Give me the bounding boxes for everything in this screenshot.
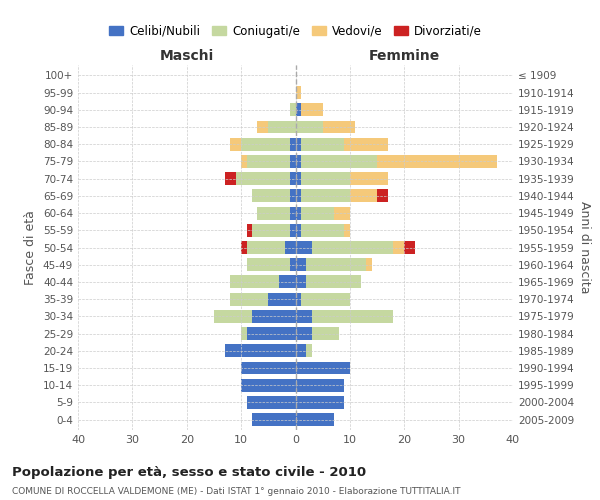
- Bar: [312, 310, 394, 323]
- Bar: [241, 155, 247, 168]
- Bar: [296, 292, 301, 306]
- Bar: [296, 190, 301, 202]
- Bar: [296, 155, 301, 168]
- Bar: [247, 155, 290, 168]
- Bar: [296, 396, 344, 409]
- Bar: [247, 396, 296, 409]
- Bar: [268, 292, 296, 306]
- Bar: [301, 190, 350, 202]
- Bar: [334, 206, 350, 220]
- Y-axis label: Anni di nascita: Anni di nascita: [578, 201, 591, 294]
- Bar: [296, 258, 307, 271]
- Bar: [241, 327, 247, 340]
- Bar: [290, 172, 296, 185]
- Bar: [225, 344, 296, 358]
- Bar: [247, 224, 252, 236]
- Bar: [257, 206, 290, 220]
- Bar: [301, 224, 344, 236]
- Bar: [252, 413, 296, 426]
- Bar: [296, 327, 312, 340]
- Bar: [312, 327, 339, 340]
- Y-axis label: Fasce di età: Fasce di età: [25, 210, 37, 285]
- Bar: [252, 310, 296, 323]
- Bar: [377, 190, 388, 202]
- Bar: [268, 120, 296, 134]
- Bar: [241, 138, 290, 150]
- Legend: Celibi/Nubili, Coniugati/e, Vedovi/e, Divorziati/e: Celibi/Nubili, Coniugati/e, Vedovi/e, Di…: [104, 20, 487, 42]
- Bar: [296, 241, 312, 254]
- Bar: [290, 155, 296, 168]
- Text: COMUNE DI ROCCELLA VALDEMONE (ME) - Dati ISTAT 1° gennaio 2010 - Elaborazione TU: COMUNE DI ROCCELLA VALDEMONE (ME) - Dati…: [12, 488, 461, 496]
- Bar: [296, 379, 344, 392]
- Bar: [307, 258, 366, 271]
- Bar: [377, 155, 497, 168]
- Bar: [296, 224, 301, 236]
- Bar: [301, 155, 377, 168]
- Bar: [290, 206, 296, 220]
- Bar: [252, 190, 290, 202]
- Bar: [301, 292, 350, 306]
- Bar: [296, 276, 307, 288]
- Bar: [241, 379, 296, 392]
- Bar: [279, 276, 296, 288]
- Bar: [301, 104, 323, 116]
- Bar: [241, 362, 296, 374]
- Bar: [284, 241, 296, 254]
- Bar: [296, 120, 323, 134]
- Bar: [301, 206, 334, 220]
- Bar: [230, 276, 279, 288]
- Bar: [296, 310, 312, 323]
- Bar: [290, 138, 296, 150]
- Bar: [344, 224, 350, 236]
- Text: Popolazione per età, sesso e stato civile - 2010: Popolazione per età, sesso e stato civil…: [12, 466, 366, 479]
- Bar: [296, 362, 350, 374]
- Bar: [252, 224, 290, 236]
- Bar: [290, 104, 296, 116]
- Bar: [290, 224, 296, 236]
- Bar: [394, 241, 404, 254]
- Text: Maschi: Maschi: [160, 50, 214, 64]
- Bar: [241, 241, 247, 254]
- Bar: [307, 344, 312, 358]
- Bar: [307, 276, 361, 288]
- Bar: [230, 292, 268, 306]
- Bar: [296, 206, 301, 220]
- Bar: [236, 172, 290, 185]
- Bar: [296, 413, 334, 426]
- Bar: [312, 241, 394, 254]
- Bar: [350, 172, 388, 185]
- Bar: [344, 138, 388, 150]
- Bar: [404, 241, 415, 254]
- Bar: [290, 258, 296, 271]
- Bar: [301, 138, 344, 150]
- Bar: [301, 172, 350, 185]
- Bar: [290, 190, 296, 202]
- Bar: [257, 120, 268, 134]
- Bar: [296, 86, 301, 99]
- Bar: [214, 310, 252, 323]
- Bar: [247, 327, 296, 340]
- Bar: [350, 190, 377, 202]
- Bar: [230, 138, 241, 150]
- Bar: [296, 138, 301, 150]
- Bar: [247, 241, 284, 254]
- Bar: [296, 172, 301, 185]
- Text: Femmine: Femmine: [368, 50, 440, 64]
- Bar: [296, 344, 307, 358]
- Bar: [247, 258, 290, 271]
- Bar: [323, 120, 355, 134]
- Bar: [296, 104, 301, 116]
- Bar: [225, 172, 236, 185]
- Bar: [366, 258, 371, 271]
